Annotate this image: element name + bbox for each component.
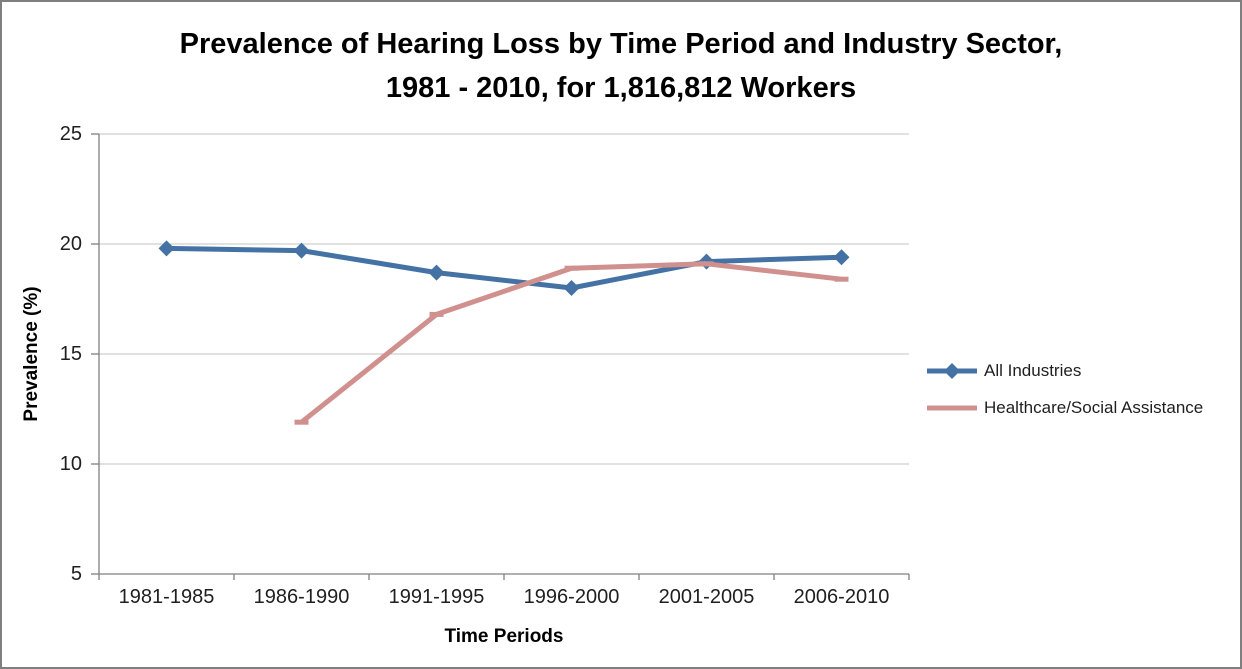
legend-label-healthcare-social-assistance: Healthcare/Social Assistance xyxy=(984,398,1204,417)
legend-marker-shape-healthcare-social-assistance xyxy=(945,405,959,411)
legend-label-all-industries: All Industries xyxy=(984,361,1082,380)
data-point-healthcare-social-assistance-2006-2010 xyxy=(834,276,849,282)
x-axis-title: Time Periods xyxy=(444,626,564,647)
y-tick-label-25: 25 xyxy=(59,123,82,145)
data-point-healthcare-social-assistance-1996-2000 xyxy=(564,265,579,271)
data-point-all-industries-1981-1985 xyxy=(158,240,175,257)
legend-marker-healthcare-social-assistance xyxy=(927,405,977,411)
data-point-all-industries-1996-2000 xyxy=(563,280,580,296)
data-point-healthcare-social-assistance-1986-1990 xyxy=(294,419,309,425)
data-point-healthcare-social-assistance-1991-1995 xyxy=(429,311,444,317)
chart-title: Prevalence of Hearing Loss by Time Perio… xyxy=(2,22,1240,110)
chart-title-line1: Prevalence of Hearing Loss by Time Perio… xyxy=(179,28,1063,60)
series-line-all-industries xyxy=(166,245,842,291)
chart-title-line2: 1981 - 2010, for 1,816,812 Workers xyxy=(385,72,857,104)
data-point-all-industries-1991-1995 xyxy=(428,264,445,281)
x-tick-label-1981-1985: 1981-1985 xyxy=(118,586,215,608)
data-point-all-industries-2006-2010 xyxy=(833,249,850,266)
x-tick-label-1991-1995: 1991-1995 xyxy=(388,586,485,608)
y-tick-label-5: 5 xyxy=(70,563,82,585)
legend-marker-all-industries xyxy=(927,363,977,379)
y-tick-label-15: 15 xyxy=(59,343,82,365)
x-tick-label-1996-2000: 1996-2000 xyxy=(523,586,620,608)
legend-item-all-industries: All Industries xyxy=(927,359,1203,383)
legend-marker-shape-all-industries xyxy=(944,363,960,379)
legend-item-healthcare-social-assistance: Healthcare/Social Assistance xyxy=(927,396,1203,420)
data-point-all-industries-1986-1990 xyxy=(293,242,310,259)
y-tick-label-20: 20 xyxy=(59,233,82,255)
x-tick-label-2001-2005: 2001-2005 xyxy=(658,586,755,608)
x-tick-label-1986-1990: 1986-1990 xyxy=(253,586,350,608)
y-tick-label-10: 10 xyxy=(59,453,82,475)
legend: All Industries Healthcare/Social Assista… xyxy=(927,359,1203,433)
data-point-healthcare-social-assistance-2001-2005 xyxy=(699,261,714,267)
x-tick-label-2006-2010: 2006-2010 xyxy=(793,586,890,608)
